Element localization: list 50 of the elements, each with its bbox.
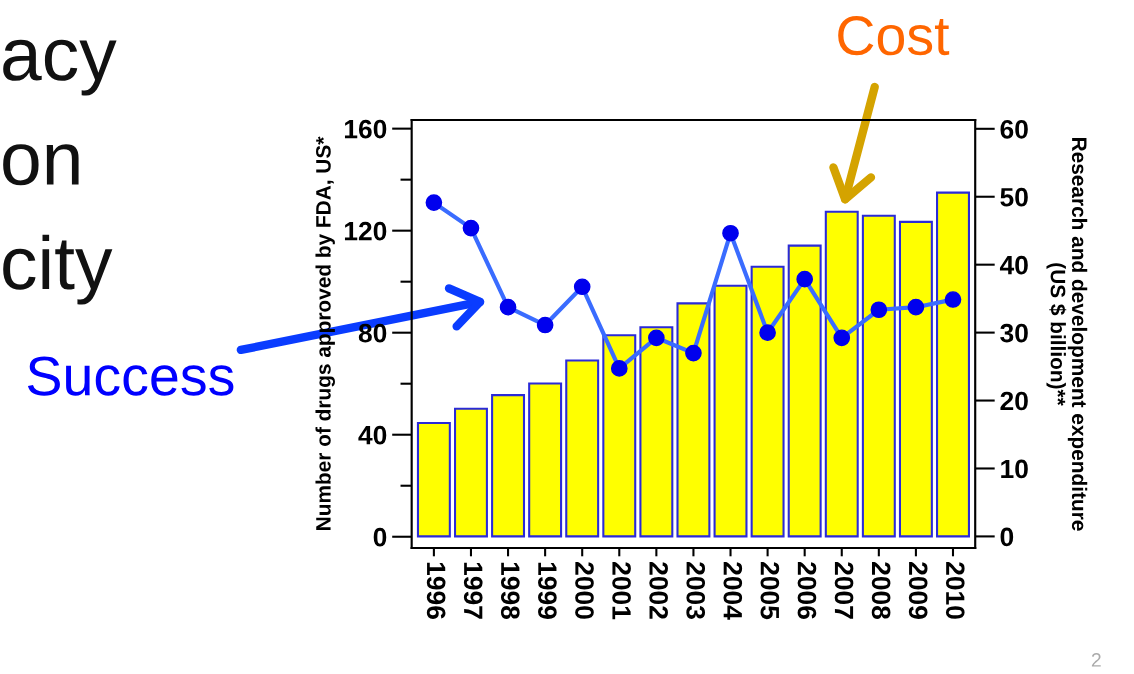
x-tick-label: 2001: [612, 562, 631, 620]
y-tick-label: 120: [344, 221, 387, 241]
bar: [416, 421, 451, 538]
y2-tick-label: 50: [1000, 187, 1028, 207]
y-axis-title: Number of drugs approved by FDA, US*: [315, 136, 335, 530]
bar: [787, 244, 822, 538]
x-tick-label: 2002: [649, 562, 668, 619]
bar: [861, 214, 896, 538]
text: acy: [3, 39, 117, 96]
x-tick-label: 1996: [426, 562, 446, 619]
x-tick-label: 2006: [797, 562, 817, 619]
x-tick-label: 2000: [575, 562, 594, 619]
x-tick-label: 2004: [723, 562, 743, 620]
x-tick-label: 2005: [760, 562, 780, 620]
y-tick-label: 160: [344, 119, 387, 139]
x-tick-label: 1997: [463, 562, 483, 619]
y-tick-label: 40: [358, 425, 387, 445]
bar: [639, 326, 674, 538]
x-tick-label: 1999: [538, 562, 557, 619]
y2-tick-label: 40: [999, 255, 1028, 275]
x-tick-label: 1998: [500, 562, 520, 620]
x-tick-label: 2007: [834, 562, 854, 619]
y2-tick-label: 20: [1000, 391, 1028, 411]
bar: [713, 284, 748, 538]
y-tick-label: 80: [358, 323, 387, 343]
bar: [676, 302, 711, 538]
bar: [936, 191, 970, 538]
y2-axis-title: Research and development expenditure (US $ billion)**: [1046, 137, 1088, 531]
text: Success: [27, 356, 234, 396]
x-tick-label: 2010: [945, 562, 965, 619]
bar: [602, 334, 637, 538]
y2-tick-label: 30: [1000, 323, 1028, 343]
y2-tick-label: 0: [1000, 527, 1014, 547]
bar: [898, 220, 933, 538]
x-tick-label: 2003: [686, 562, 706, 619]
text: city: [3, 234, 113, 305]
bar: [824, 210, 859, 538]
y2-tick-label: 60: [1000, 119, 1028, 139]
y-tick-label: 0: [373, 527, 387, 547]
text: on: [3, 144, 79, 186]
text: Cost: [838, 16, 950, 56]
bar: [750, 265, 785, 538]
bar: [491, 394, 526, 538]
bar: [565, 359, 600, 538]
x-tick-label: 2009: [908, 562, 928, 619]
x-tick-label: 2008: [871, 562, 891, 620]
y2-tick-label: 10: [1001, 459, 1028, 479]
bar: [528, 382, 563, 538]
bar: [453, 407, 488, 538]
text: 2: [1091, 653, 1101, 667]
